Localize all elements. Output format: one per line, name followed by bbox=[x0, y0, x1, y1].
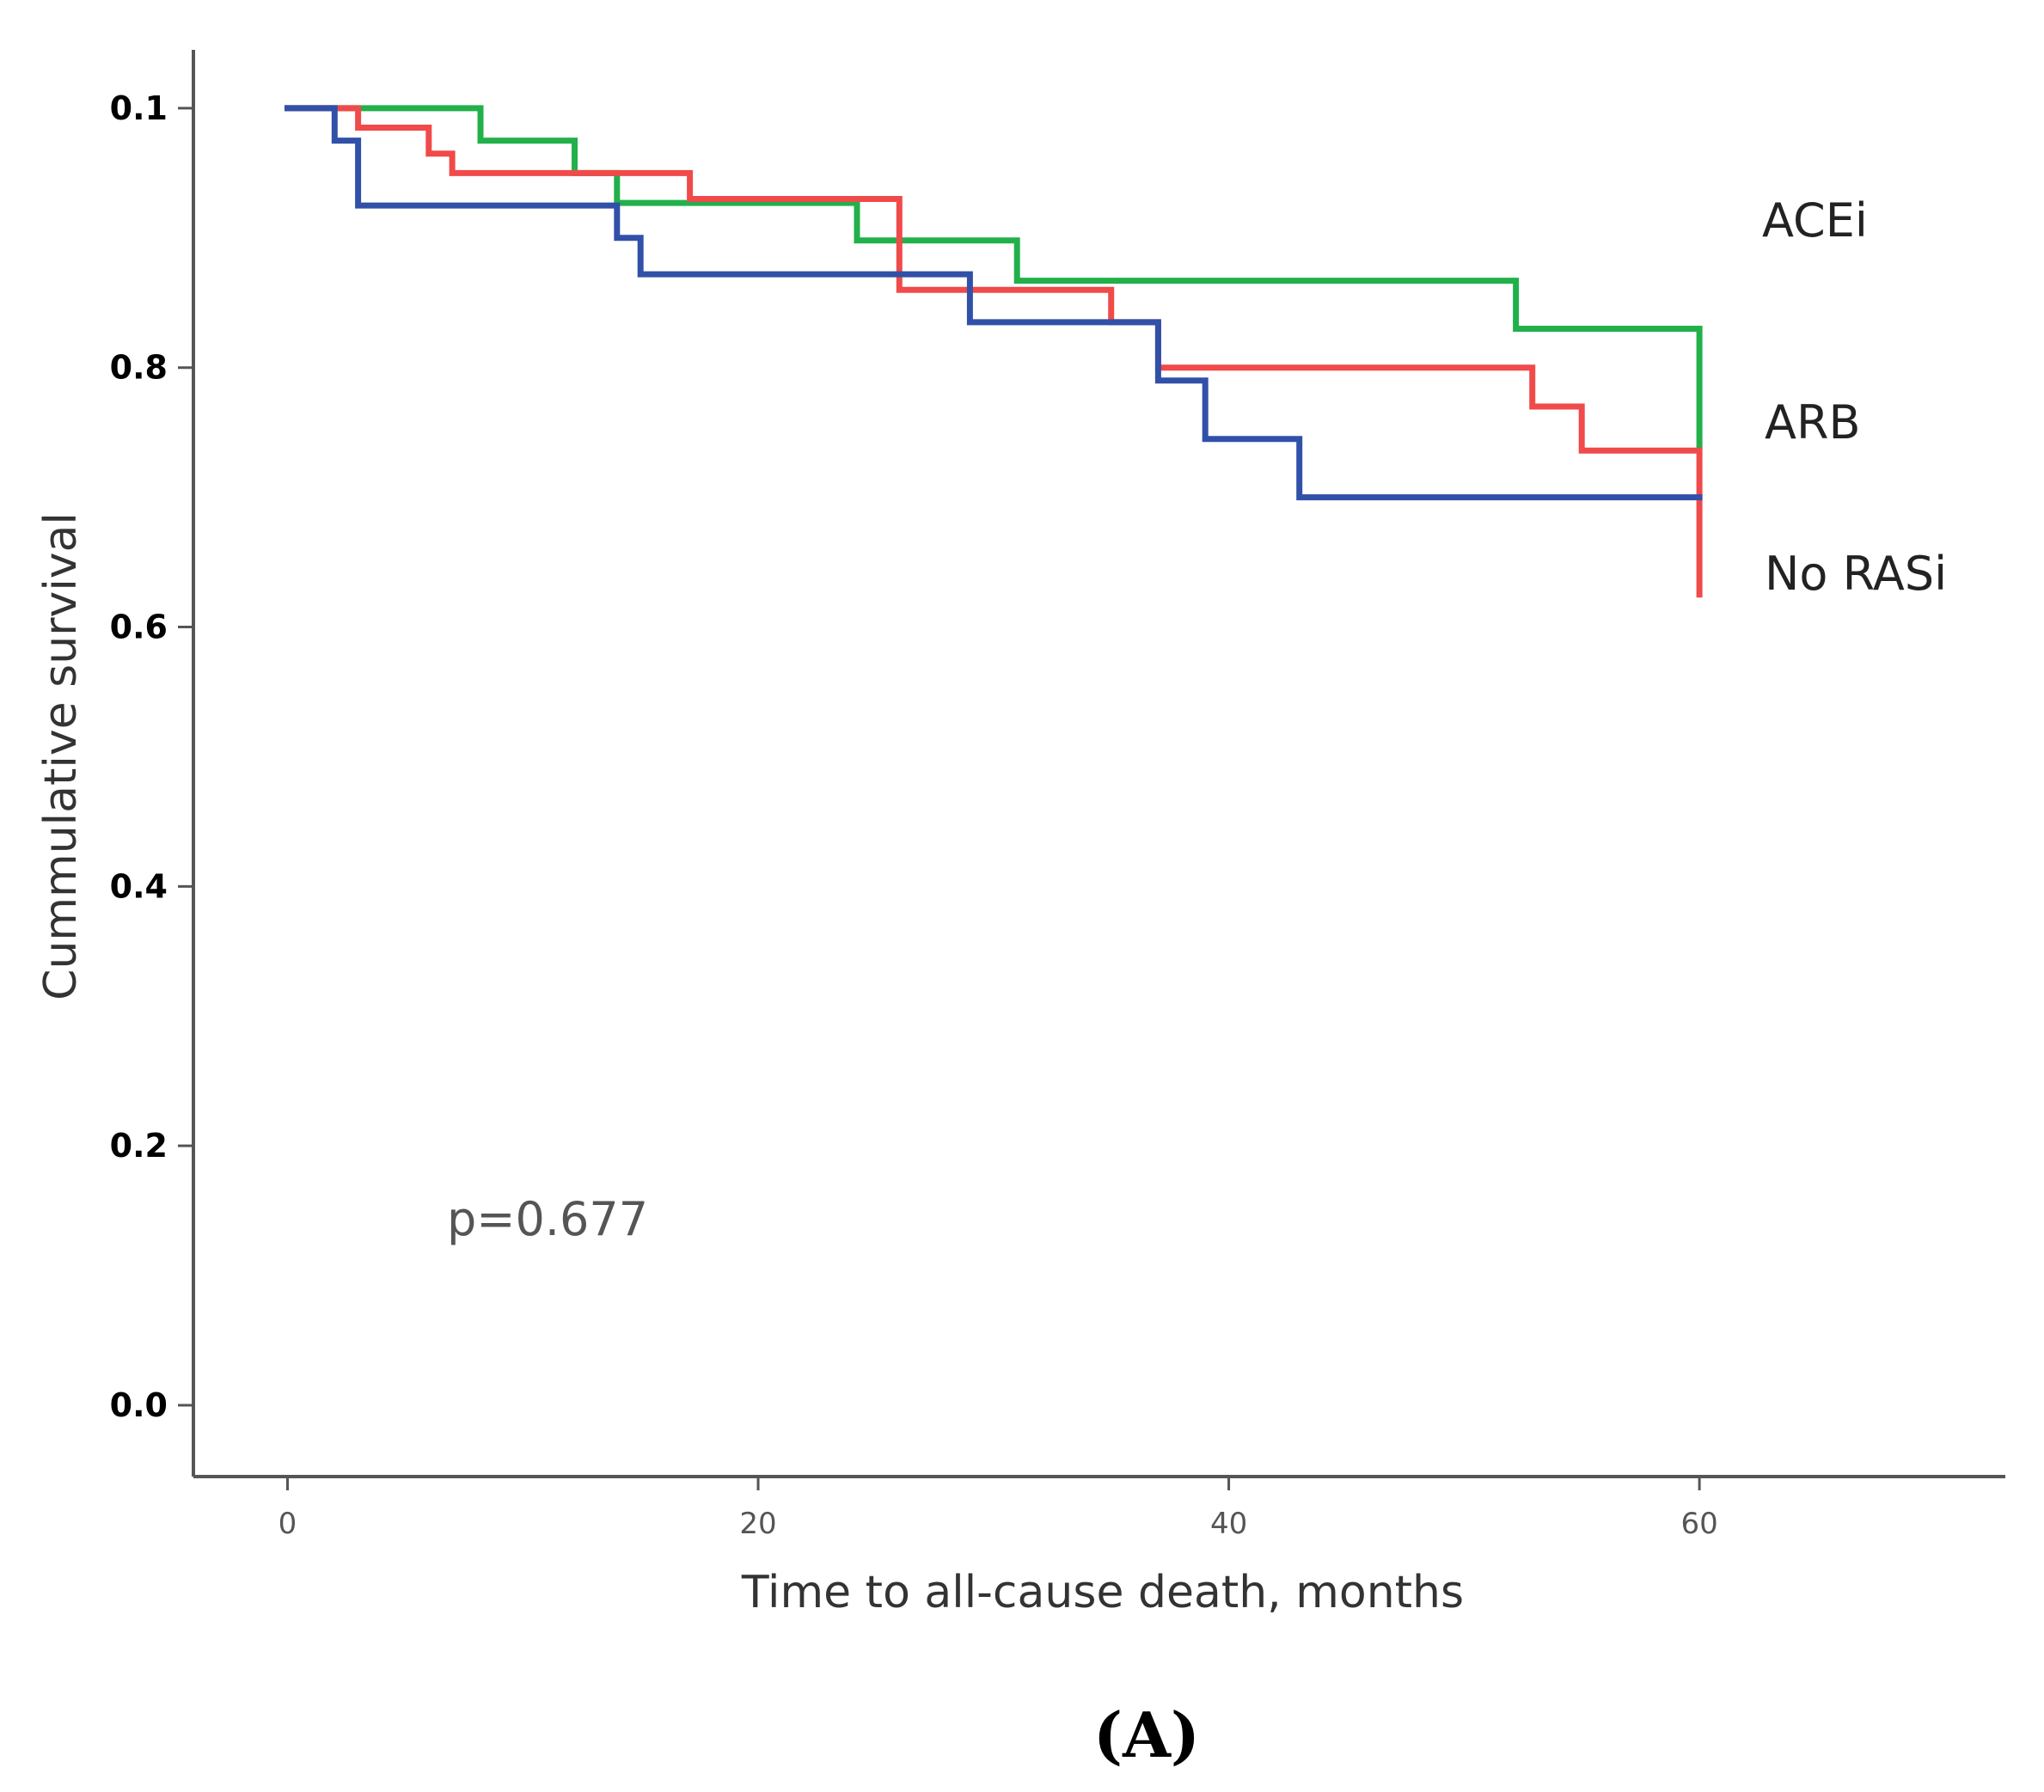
series-line-arb bbox=[285, 105, 1703, 598]
y-tick-label: 0.0 bbox=[110, 1386, 168, 1424]
p-value-annotation: p=0.677 bbox=[447, 1192, 648, 1246]
legend-label-no-rasi: No RASi bbox=[1765, 547, 1947, 601]
x-tick-label: 40 bbox=[1210, 1507, 1247, 1541]
x-tick-label: 20 bbox=[739, 1507, 776, 1541]
y-tick-label: 0.1 bbox=[110, 89, 168, 127]
legend-label-acei: ACEi bbox=[1762, 193, 1868, 248]
y-tick-label: 0.4 bbox=[110, 867, 168, 905]
y-tick-label: 0.6 bbox=[110, 609, 168, 646]
y-axis-title: Cummulative survival bbox=[35, 512, 87, 1000]
series-lines bbox=[285, 105, 1703, 598]
axes bbox=[192, 50, 2005, 1478]
x-tick-label: 60 bbox=[1680, 1507, 1717, 1541]
series-line-acei bbox=[285, 105, 1703, 449]
x-tick-label: 0 bbox=[278, 1507, 297, 1541]
series-line-no-rasi bbox=[285, 105, 1703, 501]
ticks: 0.0 0.2 0.4 0.6 0.8 0.1 0 20 40 60 bbox=[110, 89, 1718, 1541]
y-tick-label: 0.2 bbox=[110, 1127, 168, 1165]
panel-label: (A) bbox=[1093, 1698, 1200, 1771]
y-tick-label: 0.8 bbox=[110, 349, 168, 387]
x-axis-title: Time to all-cause death, months bbox=[741, 1567, 1464, 1618]
legend-label-arb: ARB bbox=[1765, 395, 1861, 450]
